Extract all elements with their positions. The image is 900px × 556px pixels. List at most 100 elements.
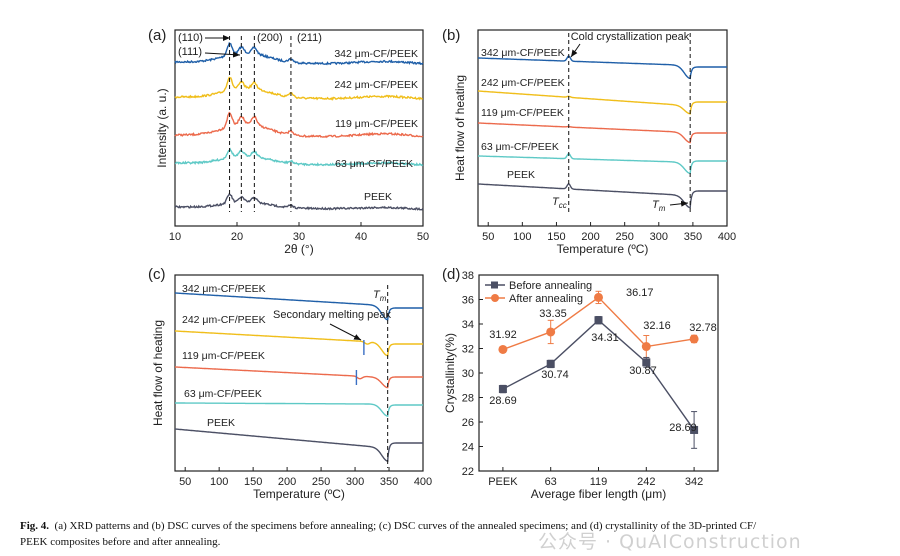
watermark: 公众号 · QuAIConstruction — [538, 531, 802, 553]
secondary-melting-label: Secondary melting peak — [273, 309, 392, 321]
x-tick-label: 300 — [650, 231, 668, 243]
series-label: 63 μm-CF/PEEK — [335, 158, 413, 170]
panel-label: (d) — [442, 266, 460, 283]
annotation-arrow — [204, 51, 241, 58]
x-axis-label: 2θ (°) — [284, 242, 313, 256]
data-label: 34.31 — [591, 332, 619, 344]
series-label: 242 μm-CF/PEEK — [182, 314, 266, 326]
data-label: 30.74 — [541, 369, 569, 381]
y-tick-label: 30 — [462, 368, 474, 380]
x-tick-label: 100 — [513, 231, 531, 243]
legend-marker-circle — [491, 294, 499, 302]
x-axis-label: Temperature (ºC) — [253, 487, 345, 501]
x-axis-label: Average fiber length (μm) — [531, 487, 666, 501]
xrd-curve — [174, 42, 424, 66]
x-tick-label: 400 — [414, 476, 432, 488]
data-point-circle — [689, 334, 699, 344]
series-label: 119 μm-CF/PEEK — [481, 107, 564, 119]
figure-caption: Fig. 4. (a) XRD patterns and (b) DSC cur… — [20, 518, 890, 550]
data-point-circle — [546, 327, 556, 337]
x-tick-label: 50 — [482, 231, 494, 243]
dsc-curve — [175, 366, 423, 389]
y-tick-label: 32 — [462, 344, 474, 356]
peak-label-110: (110) — [178, 32, 203, 44]
data-label: 32.78 — [689, 322, 717, 334]
y-axis-label: Heat flow of heating — [151, 320, 165, 426]
y-tick-label: 38 — [462, 270, 474, 282]
series-label: 119 μm-CF/PEEK — [335, 118, 418, 130]
series-label: 342 μm-CF/PEEK — [334, 48, 418, 60]
dsc-curve — [478, 152, 727, 174]
legend-label: After annealing — [509, 293, 583, 305]
series-label: 119 μm-CF/PEEK — [182, 350, 265, 362]
x-tick-label: 200 — [278, 476, 296, 488]
panel-label: (b) — [442, 27, 460, 44]
annotation-arrow — [570, 43, 581, 58]
data-point-square — [642, 358, 651, 367]
x-tick-label: 50 — [179, 476, 191, 488]
y-tick-label: 22 — [462, 466, 474, 478]
tm-label-subscript: m — [659, 204, 666, 213]
x-tick-label: 63 — [545, 476, 557, 488]
data-label: 28.69 — [489, 395, 517, 407]
panel-label: (a) — [148, 27, 166, 44]
data-point-square — [690, 425, 699, 434]
series-label: PEEK — [207, 417, 235, 429]
dsc-curve — [478, 122, 727, 144]
x-tick-label: 119 — [590, 476, 608, 488]
tcc-label-main: T — [552, 196, 560, 208]
series-label: PEEK — [507, 169, 535, 181]
x-tick-label: 100 — [210, 476, 228, 488]
x-tick-label: PEEK — [488, 476, 518, 488]
x-tick-label: 400 — [718, 231, 736, 243]
series-label: 342 μm-CF/PEEK — [182, 283, 266, 295]
dsc-curve — [175, 428, 423, 462]
x-tick-label: 250 — [615, 231, 633, 243]
dsc-curve — [175, 330, 423, 357]
caption-label: Fig. 4. — [20, 520, 50, 532]
panel-label: (c) — [148, 266, 166, 283]
x-tick-label: 242 — [637, 476, 655, 488]
xrd-curve — [174, 147, 424, 167]
series-label: 342 μm-CF/PEEK — [481, 47, 565, 59]
data-label: 36.17 — [626, 287, 654, 299]
x-tick-label: 300 — [346, 476, 364, 488]
x-tick-label: 30 — [293, 231, 305, 243]
dsc-curve — [478, 90, 727, 115]
x-tick-label: 10 — [169, 231, 181, 243]
series-label: 242 μm-CF/PEEK — [334, 79, 418, 91]
data-point-circle — [594, 292, 603, 302]
y-tick-label: 26 — [462, 417, 474, 429]
data-label: 30.87 — [629, 365, 657, 377]
data-label: 31.92 — [489, 329, 517, 341]
dsc-curve — [175, 402, 423, 417]
x-tick-label: 20 — [231, 231, 243, 243]
plot-frame — [174, 274, 424, 472]
data-label: 28.69 — [669, 422, 697, 434]
x-tick-label: 342 — [685, 476, 703, 488]
dsc-curve — [478, 55, 727, 80]
peak-label-200: (200) — [257, 32, 283, 44]
data-label: 33.35 — [539, 308, 567, 320]
xrd-curve — [174, 76, 424, 101]
data-point-circle — [641, 342, 651, 352]
y-tick-label: 28 — [462, 393, 474, 405]
plot-frame — [477, 29, 728, 227]
x-tick-label: 350 — [684, 231, 702, 243]
y-axis-label: Heat flow of heating — [453, 75, 467, 181]
data-point-square — [594, 316, 603, 325]
x-tick-label: 150 — [547, 231, 565, 243]
annotation-arrow — [669, 200, 689, 207]
cold-crystallization-label: Cold crystallization peak — [571, 31, 690, 43]
series-label: 63 μm-CF/PEEK — [184, 388, 262, 400]
peak-label-111: (111) — [178, 46, 202, 58]
tm-label-main: T — [652, 199, 660, 211]
y-tick-label: 36 — [462, 295, 474, 307]
data-point-circle — [498, 344, 508, 354]
tcc-label-subscript: cc — [559, 201, 567, 210]
y-axis-label: Crystallinity(%) — [443, 333, 457, 413]
dsc-curve — [478, 183, 727, 209]
y-axis-label: Intensity (a. u.) — [155, 88, 169, 167]
legend-marker-square — [491, 281, 498, 289]
data-label: 32.16 — [643, 320, 671, 332]
